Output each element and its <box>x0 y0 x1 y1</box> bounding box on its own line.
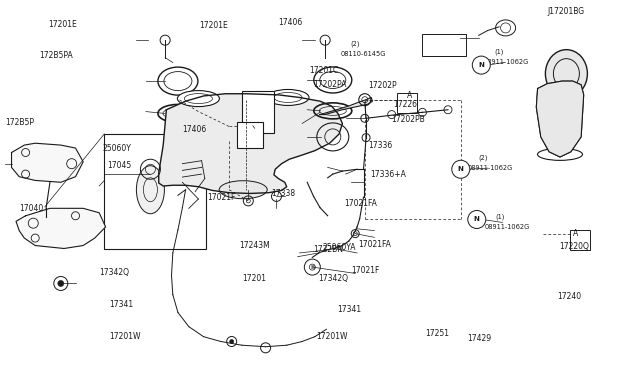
Text: 172B5PA: 172B5PA <box>40 51 74 60</box>
Circle shape <box>304 259 320 275</box>
Text: 25060Y: 25060Y <box>102 144 131 153</box>
Text: 17202PA: 17202PA <box>314 80 347 89</box>
Text: (1): (1) <box>495 49 504 55</box>
Bar <box>397 93 417 113</box>
Text: A: A <box>573 229 578 238</box>
Ellipse shape <box>177 90 220 107</box>
Text: 08911-1062G: 08911-1062G <box>483 60 529 65</box>
Text: 17342Q: 17342Q <box>99 268 129 277</box>
Text: 17201C: 17201C <box>309 66 339 75</box>
Text: 17202PB: 17202PB <box>392 115 426 124</box>
Text: 17201W: 17201W <box>316 332 348 341</box>
Text: 08911-1062G: 08911-1062G <box>467 165 513 171</box>
Circle shape <box>452 160 470 178</box>
Text: 17021FA: 17021FA <box>358 240 391 249</box>
Text: (2): (2) <box>351 41 360 47</box>
Polygon shape <box>16 208 106 248</box>
Circle shape <box>472 56 490 74</box>
Text: 17429: 17429 <box>467 334 492 343</box>
Circle shape <box>230 340 234 343</box>
Text: 17021F: 17021F <box>351 266 379 275</box>
Ellipse shape <box>136 166 164 214</box>
Polygon shape <box>12 143 83 182</box>
Text: 08911-1062G: 08911-1062G <box>484 224 530 230</box>
Text: 17201E: 17201E <box>200 21 228 30</box>
Polygon shape <box>536 81 584 157</box>
Text: 17040: 17040 <box>19 204 44 213</box>
Ellipse shape <box>267 89 309 106</box>
Polygon shape <box>320 97 372 115</box>
Text: 17341: 17341 <box>337 305 362 314</box>
Text: (1): (1) <box>495 213 505 220</box>
Text: 17341: 17341 <box>109 300 133 309</box>
Circle shape <box>468 211 486 228</box>
Polygon shape <box>536 81 584 157</box>
Text: 1722BN: 1722BN <box>314 245 344 254</box>
Text: 17243M: 17243M <box>239 241 270 250</box>
Text: A: A <box>407 92 412 100</box>
Bar <box>237 122 263 148</box>
Ellipse shape <box>545 49 588 98</box>
Text: 172B5P: 172B5P <box>5 118 34 127</box>
Text: N: N <box>478 62 484 68</box>
Text: 17342Q: 17342Q <box>318 274 348 283</box>
Text: N: N <box>458 166 464 172</box>
Text: 17251: 17251 <box>426 329 449 338</box>
Polygon shape <box>159 94 342 193</box>
Text: 17021F: 17021F <box>207 193 235 202</box>
Text: (2): (2) <box>479 154 488 161</box>
Text: 17201: 17201 <box>242 274 266 283</box>
Bar <box>570 230 589 250</box>
Text: 17336+A: 17336+A <box>370 170 406 179</box>
Circle shape <box>58 280 64 286</box>
Text: 17406: 17406 <box>182 125 207 134</box>
Text: 17202P: 17202P <box>369 81 397 90</box>
Text: J17201BG: J17201BG <box>547 7 584 16</box>
Text: 17226: 17226 <box>393 100 417 109</box>
Text: 17045: 17045 <box>108 161 132 170</box>
Bar <box>104 134 206 249</box>
Text: 17406: 17406 <box>278 18 302 27</box>
Text: 17336: 17336 <box>368 141 392 150</box>
Text: 17338: 17338 <box>271 189 295 198</box>
Text: 17201W: 17201W <box>109 332 140 341</box>
Text: 17021FA: 17021FA <box>344 199 377 208</box>
Bar <box>422 34 467 56</box>
Ellipse shape <box>219 181 268 199</box>
Text: 08110-6145G: 08110-6145G <box>340 51 386 57</box>
Text: 17220Q: 17220Q <box>559 242 589 251</box>
Text: N: N <box>474 217 480 222</box>
Bar <box>242 91 274 133</box>
Polygon shape <box>159 94 342 193</box>
Text: 17201E: 17201E <box>48 20 77 29</box>
Text: 25060YA: 25060YA <box>323 243 356 252</box>
Text: 17240: 17240 <box>557 292 581 301</box>
Text: B: B <box>310 264 314 270</box>
